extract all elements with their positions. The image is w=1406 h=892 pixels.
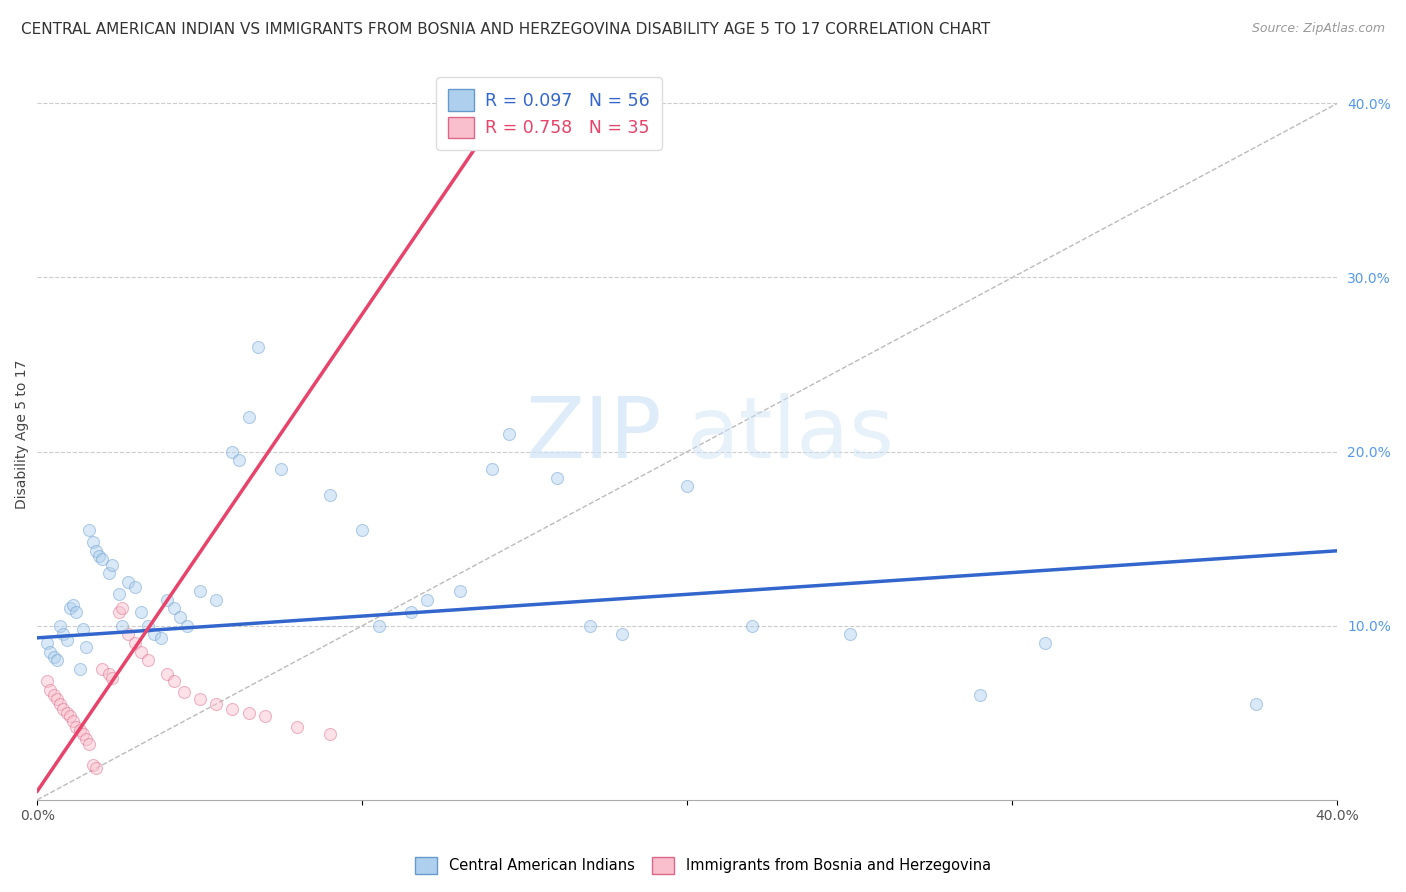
Point bbox=[35, 636, 58, 650]
Point bbox=[62, 598, 84, 612]
Text: Source: ZipAtlas.com: Source: ZipAtlas.com bbox=[1251, 22, 1385, 36]
Point bbox=[399, 605, 422, 619]
Point bbox=[49, 697, 72, 711]
Point bbox=[205, 592, 228, 607]
Point bbox=[79, 523, 101, 537]
Point bbox=[52, 627, 75, 641]
Point bbox=[238, 706, 260, 720]
Point bbox=[579, 618, 602, 632]
Point bbox=[352, 523, 374, 537]
Point bbox=[149, 631, 172, 645]
Point bbox=[169, 610, 191, 624]
Point bbox=[65, 605, 87, 619]
Point bbox=[416, 592, 439, 607]
Point bbox=[163, 601, 186, 615]
Point bbox=[247, 340, 270, 354]
Point bbox=[285, 720, 308, 734]
Point bbox=[188, 691, 211, 706]
Point bbox=[319, 726, 342, 740]
Point bbox=[55, 706, 77, 720]
Point bbox=[69, 723, 91, 738]
Point bbox=[111, 601, 134, 615]
Point bbox=[176, 618, 198, 632]
Point bbox=[163, 674, 186, 689]
Point bbox=[367, 618, 389, 632]
Point bbox=[498, 427, 520, 442]
Point bbox=[319, 488, 342, 502]
Point bbox=[111, 618, 134, 632]
Point bbox=[221, 702, 243, 716]
Point bbox=[238, 409, 260, 424]
Point bbox=[82, 535, 104, 549]
Point bbox=[143, 627, 166, 641]
Point bbox=[79, 737, 101, 751]
Text: ZIP: ZIP bbox=[524, 392, 661, 475]
Point bbox=[546, 470, 568, 484]
Point bbox=[62, 714, 84, 729]
Point bbox=[87, 549, 110, 563]
Point bbox=[42, 688, 65, 702]
Point bbox=[39, 645, 62, 659]
Point bbox=[45, 653, 67, 667]
Point bbox=[449, 583, 471, 598]
Point bbox=[838, 627, 860, 641]
Point bbox=[101, 558, 124, 572]
Point bbox=[82, 758, 104, 772]
Point bbox=[69, 662, 91, 676]
Point bbox=[1033, 636, 1056, 650]
Point bbox=[156, 592, 179, 607]
Point bbox=[35, 674, 58, 689]
Point bbox=[52, 702, 75, 716]
Legend: R = 0.097   N = 56, R = 0.758   N = 35: R = 0.097 N = 56, R = 0.758 N = 35 bbox=[436, 78, 662, 150]
Text: atlas: atlas bbox=[688, 392, 896, 475]
Point bbox=[75, 731, 97, 746]
Point bbox=[55, 632, 77, 647]
Point bbox=[205, 697, 228, 711]
Point bbox=[221, 444, 243, 458]
Point bbox=[59, 601, 82, 615]
Point bbox=[131, 605, 153, 619]
Point bbox=[65, 720, 87, 734]
Text: CENTRAL AMERICAN INDIAN VS IMMIGRANTS FROM BOSNIA AND HERZEGOVINA DISABILITY AGE: CENTRAL AMERICAN INDIAN VS IMMIGRANTS FR… bbox=[21, 22, 990, 37]
Point bbox=[45, 691, 67, 706]
Point bbox=[173, 685, 195, 699]
Point bbox=[101, 671, 124, 685]
Point bbox=[136, 618, 159, 632]
Point bbox=[481, 462, 503, 476]
Point bbox=[270, 462, 292, 476]
Point bbox=[117, 627, 139, 641]
Point bbox=[107, 587, 129, 601]
Point bbox=[59, 709, 82, 723]
Point bbox=[97, 667, 120, 681]
Point bbox=[253, 709, 276, 723]
Point bbox=[1244, 697, 1267, 711]
Point bbox=[107, 605, 129, 619]
Legend: Central American Indians, Immigrants from Bosnia and Herzegovina: Central American Indians, Immigrants fro… bbox=[409, 851, 997, 880]
Point bbox=[84, 761, 107, 775]
Point bbox=[741, 618, 763, 632]
Point bbox=[84, 543, 107, 558]
Point bbox=[124, 636, 146, 650]
Point bbox=[188, 583, 211, 598]
Point bbox=[969, 688, 991, 702]
Point bbox=[131, 645, 153, 659]
Point bbox=[42, 650, 65, 665]
Point bbox=[124, 580, 146, 594]
Point bbox=[91, 662, 114, 676]
Point bbox=[39, 683, 62, 698]
Point bbox=[72, 726, 94, 740]
Point bbox=[676, 479, 699, 493]
Point bbox=[91, 552, 114, 566]
Point bbox=[72, 622, 94, 636]
Point bbox=[156, 667, 179, 681]
Y-axis label: Disability Age 5 to 17: Disability Age 5 to 17 bbox=[15, 359, 30, 508]
Point bbox=[612, 627, 634, 641]
Point bbox=[75, 640, 97, 654]
Point bbox=[117, 575, 139, 590]
Point bbox=[228, 453, 250, 467]
Point bbox=[136, 653, 159, 667]
Point bbox=[97, 566, 120, 581]
Point bbox=[49, 618, 72, 632]
